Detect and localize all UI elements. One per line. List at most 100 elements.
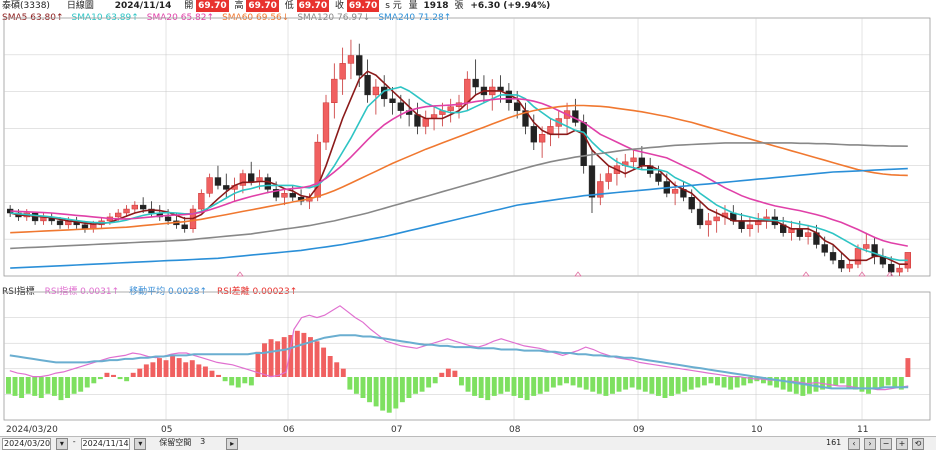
rsi-hist-bar bbox=[242, 377, 248, 384]
rsi-hist-bar bbox=[255, 351, 261, 377]
rsi-hist-bar bbox=[734, 377, 740, 388]
candle bbox=[538, 134, 546, 143]
rsi-hist-bar bbox=[596, 377, 602, 394]
candle bbox=[713, 216, 720, 222]
rsi-hist-bar bbox=[629, 377, 635, 388]
rsi-hist-bar bbox=[12, 377, 18, 396]
candle bbox=[888, 263, 895, 273]
candle bbox=[846, 263, 853, 269]
candle bbox=[198, 193, 205, 210]
candle bbox=[115, 212, 122, 218]
zoom-out-icon[interactable]: − bbox=[880, 438, 892, 450]
ma-line-sma20 bbox=[10, 98, 908, 247]
rsi-hist-bar bbox=[898, 377, 904, 390]
candle bbox=[56, 220, 64, 226]
scroll-right-icon[interactable]: › bbox=[864, 438, 876, 450]
rsi-hist-bar bbox=[741, 377, 747, 386]
end-date-dropdown-icon[interactable]: ▾ bbox=[134, 438, 147, 450]
rsi-hist-bar bbox=[229, 377, 235, 386]
candle bbox=[472, 78, 479, 88]
rsi-hist-bar bbox=[524, 377, 530, 401]
high-value: 69.70 bbox=[246, 0, 279, 12]
candle bbox=[206, 177, 213, 194]
rsi-hist-bar bbox=[439, 372, 445, 377]
candle bbox=[181, 224, 188, 229]
candle bbox=[372, 86, 380, 96]
candle bbox=[397, 102, 404, 111]
ma-line-sma5 bbox=[10, 70, 908, 266]
candle bbox=[738, 220, 745, 229]
rsi-hist-bar bbox=[452, 370, 458, 377]
rsi-hist-bar bbox=[544, 377, 550, 392]
rsi-hist-bar bbox=[649, 377, 655, 394]
rsi-hist-bar bbox=[905, 358, 911, 377]
candle bbox=[638, 157, 646, 166]
low-label: 低 bbox=[284, 1, 294, 11]
candle bbox=[223, 185, 230, 190]
rsi-hist-bar bbox=[826, 377, 832, 388]
candle bbox=[896, 267, 903, 273]
rsi-hist-bar bbox=[321, 347, 327, 377]
candle bbox=[331, 78, 338, 103]
rsi-hist-bar bbox=[537, 377, 543, 394]
rsi-hist-bar bbox=[465, 377, 471, 392]
rsi-hist-bar bbox=[268, 339, 274, 377]
rsi-hist-bar bbox=[583, 377, 589, 390]
candle bbox=[530, 126, 537, 143]
rsi-hist-bar bbox=[485, 377, 491, 401]
x-tick-label: 08 bbox=[509, 425, 521, 435]
candle bbox=[264, 177, 271, 190]
close-label: 收 bbox=[334, 1, 344, 11]
candle bbox=[464, 78, 471, 103]
candle bbox=[214, 177, 222, 186]
rsi-hist-bar bbox=[308, 337, 313, 377]
rsi-hist-bar bbox=[91, 377, 97, 384]
change-value: +6.30 (+9.94%) bbox=[470, 1, 551, 11]
rsi-hist-bar bbox=[209, 370, 215, 377]
price-panel-frame bbox=[3, 17, 931, 277]
candle bbox=[688, 197, 695, 210]
end-date-field[interactable]: 2024/11/14 bbox=[80, 438, 130, 450]
start-date-dropdown-icon[interactable]: ▾ bbox=[55, 438, 68, 450]
rsi-hist-bar bbox=[301, 332, 307, 377]
rsi-hist-bar bbox=[688, 377, 694, 390]
scroll-left-icon[interactable]: ‹ bbox=[848, 438, 860, 450]
rsi-hist-bar bbox=[124, 377, 130, 382]
candle bbox=[339, 63, 346, 80]
rsi-hist-bar bbox=[104, 372, 110, 377]
start-date-field[interactable]: 2024/03/20 bbox=[2, 438, 51, 450]
rsi-hist-bar bbox=[669, 377, 675, 396]
rsi-hist-bar bbox=[281, 337, 287, 377]
rsi-hist-bar bbox=[879, 377, 885, 388]
rsi-hist-bar bbox=[570, 377, 576, 386]
retain-space-value[interactable]: 3 bbox=[200, 437, 206, 446]
zoom-in-icon[interactable]: + bbox=[896, 438, 908, 450]
ma-line-sma60 bbox=[10, 104, 908, 234]
candle bbox=[696, 208, 704, 226]
reset-view-icon[interactable]: ⟲ bbox=[912, 438, 924, 450]
rsi-hist-bar bbox=[478, 377, 484, 398]
rsi-hist-bar bbox=[97, 377, 103, 380]
candle bbox=[514, 102, 521, 111]
rsi-hist-bar bbox=[747, 377, 753, 384]
chart-header: 泰碩(3338) 日線圖 2024/11/14 開 69.70 高 69.70 … bbox=[0, 0, 936, 12]
candle bbox=[505, 90, 513, 103]
candle bbox=[239, 173, 247, 186]
date-label: 2024/11/14 bbox=[114, 1, 172, 11]
rsi-hist-bar bbox=[780, 377, 786, 390]
rsi-hist-bar bbox=[25, 377, 31, 394]
rsi-hist-bar bbox=[353, 377, 359, 394]
rsi-hist-bar bbox=[288, 335, 294, 377]
rsi-hist-bar bbox=[472, 377, 478, 396]
rsi-hist-bar bbox=[235, 377, 241, 388]
rsi-hist-bar bbox=[406, 377, 412, 398]
price-chart[interactable]: 2024/03/20 05 06 07 08 09 10 11 bbox=[0, 0, 936, 436]
rsi-hist-bar bbox=[511, 377, 517, 396]
rsi-hist-bar bbox=[45, 377, 51, 394]
rsi-hist-bar bbox=[590, 377, 596, 392]
candle bbox=[746, 224, 754, 229]
rsi-hist-bar bbox=[662, 377, 668, 398]
retain-space-stepper-icon[interactable]: ▸ bbox=[226, 438, 239, 450]
rsi-hist-bar bbox=[327, 356, 333, 377]
rsi-hist-bar bbox=[65, 377, 71, 398]
